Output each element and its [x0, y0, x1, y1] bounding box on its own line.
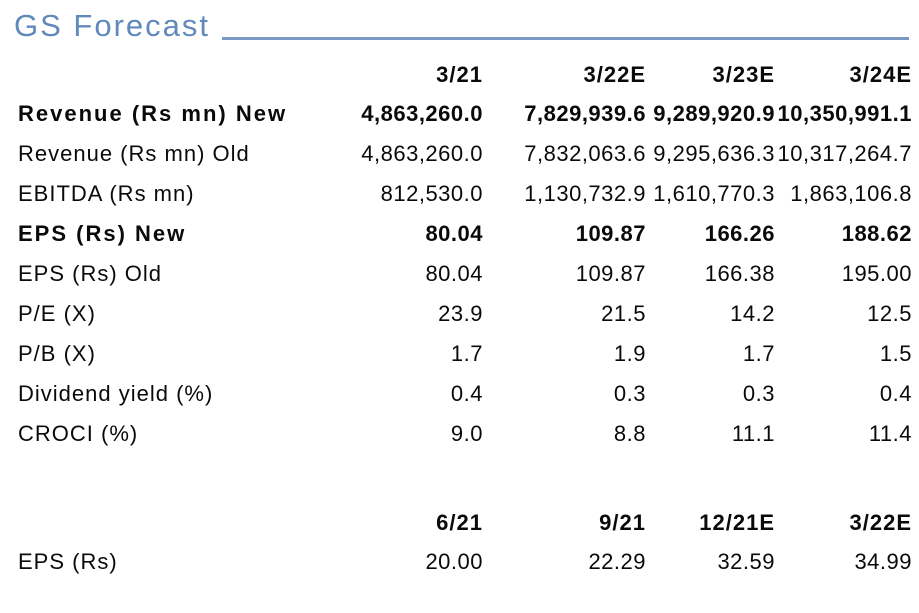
header-spacer: [18, 56, 338, 94]
column-header-q-dec21e: 12/21E: [699, 510, 775, 535]
cell-value: 0.3: [613, 381, 646, 406]
cell-value: 188.62: [841, 221, 912, 246]
column-header-q-jun21: 6/21: [436, 510, 483, 535]
column-header-fy22e: 3/22E: [583, 62, 646, 87]
cell-value: 9.0: [450, 421, 483, 446]
cell-value: 7,832,063.6: [524, 141, 646, 166]
table-row-quarterly-eps: EPS (Rs) 20.00 22.29 32.59 34.99: [18, 542, 912, 582]
row-label: EBITDA (Rs mn): [18, 181, 195, 206]
cell-value: 34.99: [854, 549, 912, 574]
cell-value: 9,295,636.3: [653, 141, 775, 166]
cell-value: 195.00: [841, 261, 912, 286]
column-header-fy23e: 3/23E: [712, 62, 775, 87]
cell-value: 166.26: [704, 221, 775, 246]
row-label: P/E (X): [18, 301, 96, 326]
cell-value: 9,289,920.9: [653, 101, 775, 126]
header-spacer: [18, 504, 338, 542]
cell-value: 10,350,991.1: [777, 101, 912, 126]
cell-value: 1,130,732.9: [524, 181, 646, 206]
cell-value: 20.00: [425, 549, 483, 574]
table-row-dividend-yield: Dividend yield (%) 0.4 0.3 0.3 0.4: [18, 374, 912, 414]
cell-value: 32.59: [717, 549, 775, 574]
row-label: Revenue (Rs mn) New: [18, 101, 288, 126]
row-label: Dividend yield (%): [18, 381, 214, 406]
cell-value: 0.3: [742, 381, 775, 406]
cell-value: 1.5: [879, 341, 912, 366]
cell-value: 812,530.0: [380, 181, 483, 206]
annual-header-row: 3/21 3/22E 3/23E 3/24E: [18, 56, 912, 94]
cell-value: 80.04: [425, 261, 483, 286]
table-row-eps-new: EPS (Rs) New 80.04 109.87 166.26 188.62: [18, 214, 912, 254]
cell-value: 1.7: [450, 341, 483, 366]
column-header-q-mar22e: 3/22E: [849, 510, 912, 535]
table-row-revenue-old: Revenue (Rs mn) Old 4,863,260.0 7,832,06…: [18, 134, 912, 174]
cell-value: 11.4: [868, 421, 912, 446]
cell-value: 4,863,260.0: [361, 101, 483, 126]
cell-value: 1,610,770.3: [653, 181, 775, 206]
cell-value: 109.87: [575, 261, 646, 286]
annual-forecast-table: 3/21 3/22E 3/23E 3/24E Revenue (Rs mn) N…: [18, 56, 912, 454]
cell-value: 109.87: [575, 221, 646, 246]
column-header-q-sep21: 9/21: [599, 510, 646, 535]
cell-value: 80.04: [425, 221, 483, 246]
quarterly-header-row: 6/21 9/21 12/21E 3/22E: [18, 504, 912, 542]
cell-value: 11.1: [731, 421, 775, 446]
table-row-eps-old: EPS (Rs) Old 80.04 109.87 166.38 195.00: [18, 254, 912, 294]
column-header-fy24e: 3/24E: [849, 62, 912, 87]
column-header-fy21: 3/21: [436, 62, 483, 87]
cell-value: 1,863,106.8: [790, 181, 912, 206]
row-label: EPS (Rs) New: [18, 221, 187, 246]
cell-value: 14.2: [730, 301, 775, 326]
title-rule: [222, 37, 909, 40]
quarterly-eps-table: 6/21 9/21 12/21E 3/22E EPS (Rs) 20.00 22…: [18, 504, 912, 582]
table-row-ebitda: EBITDA (Rs mn) 812,530.0 1,130,732.9 1,6…: [18, 174, 912, 214]
cell-value: 4,863,260.0: [361, 141, 483, 166]
cell-value: 166.38: [704, 261, 775, 286]
row-label: EPS (Rs) Old: [18, 261, 163, 286]
cell-value: 0.4: [450, 381, 483, 406]
row-label: Revenue (Rs mn) Old: [18, 141, 250, 166]
cell-value: 8.8: [613, 421, 646, 446]
cell-value: 21.5: [601, 301, 646, 326]
table-row-pb: P/B (X) 1.7 1.9 1.7 1.5: [18, 334, 912, 374]
table-row-pe: P/E (X) 23.9 21.5 14.2 12.5: [18, 294, 912, 334]
row-label: P/B (X): [18, 341, 96, 366]
row-label: EPS (Rs): [18, 549, 118, 574]
cell-value: 23.9: [438, 301, 483, 326]
section-header: GS Forecast: [14, 6, 909, 44]
cell-value: 1.7: [742, 341, 775, 366]
cell-value: 0.4: [879, 381, 912, 406]
cell-value: 12.5: [867, 301, 912, 326]
table-row-revenue-new: Revenue (Rs mn) New 4,863,260.0 7,829,93…: [18, 94, 912, 134]
table-row-croci: CROCI (%) 9.0 8.8 11.1 11.4: [18, 414, 912, 454]
row-label: CROCI (%): [18, 421, 139, 446]
cell-value: 7,829,939.6: [524, 101, 646, 126]
cell-value: 1.9: [613, 341, 646, 366]
page-title: GS Forecast: [14, 8, 210, 43]
cell-value: 22.29: [588, 549, 646, 574]
cell-value: 10,317,264.7: [777, 141, 912, 166]
